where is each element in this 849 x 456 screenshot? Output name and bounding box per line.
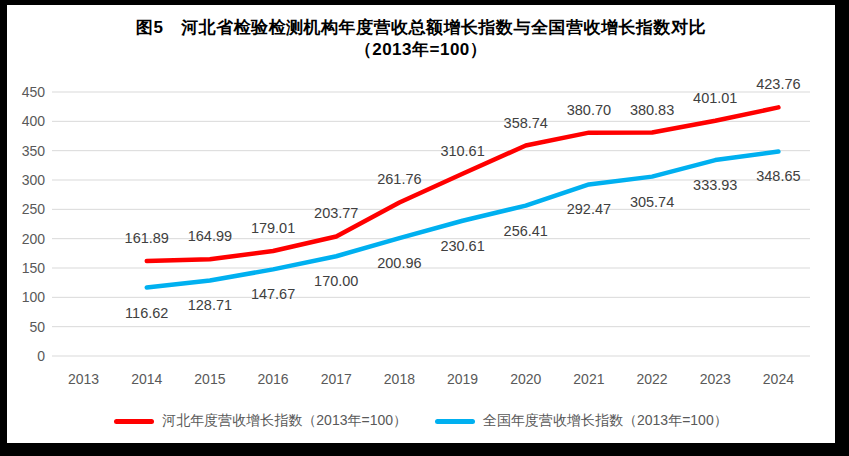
y-tick-label: 250: [22, 201, 46, 217]
legend-label-national: 全国年度营收增长指数（2013年=100）: [483, 412, 728, 430]
data-label: 423.76: [756, 77, 800, 92]
legend-item-national: 全国年度营收增长指数（2013年=100）: [435, 412, 728, 430]
x-tick-label: 2022: [637, 371, 668, 387]
y-tick-label: 150: [22, 260, 46, 276]
x-tick-label: 2020: [510, 371, 541, 387]
data-label: 292.47: [567, 201, 611, 217]
data-label: 164.99: [188, 228, 232, 244]
y-tick-label: 50: [29, 319, 45, 335]
chart-title: 图5 河北省检验检测机构年度营收总额增长指数与全国营收增长指数对比 （2013年…: [7, 5, 835, 61]
legend-item-hebei: 河北年度营收增长指数（2013年=100）: [114, 412, 407, 430]
chart-title-line1: 图5 河北省检验检测机构年度营收总额增长指数与全国营收增长指数对比: [7, 17, 835, 39]
data-label: 380.70: [567, 102, 611, 118]
y-tick-label: 350: [22, 143, 46, 159]
legend-swatch-national-line: [435, 419, 475, 424]
x-tick-label: 2015: [194, 371, 225, 387]
x-tick-label: 2017: [321, 371, 352, 387]
data-label: 170.00: [314, 273, 358, 289]
y-tick-label: 400: [22, 113, 46, 129]
data-label: 147.67: [251, 286, 295, 302]
y-tick-label: 0: [37, 348, 45, 364]
y-tick-label: 300: [22, 172, 46, 188]
data-label: 179.01: [251, 220, 295, 236]
y-tick-label: 100: [22, 289, 46, 305]
data-label: 305.74: [630, 194, 674, 210]
data-label: 348.65: [756, 168, 800, 184]
legend-swatch-hebei-line: [114, 419, 154, 424]
data-label: 333.93: [693, 177, 737, 193]
data-label: 230.61: [440, 238, 484, 254]
y-tick-label: 200: [22, 231, 46, 247]
data-label: 128.71: [188, 297, 232, 313]
chart-window: 图5 河北省检验检测机构年度营收总额增长指数与全国营收增长指数对比 （2013年…: [0, 0, 849, 456]
x-tick-label: 2023: [700, 371, 731, 387]
line-chart: 0 50 100 150 200 250 300 350 400 450 2013 2014 2015 2…: [7, 77, 835, 407]
x-tick-label: 2013: [68, 371, 99, 387]
legend-label-hebei: 河北年度营收增长指数（2013年=100）: [162, 412, 407, 430]
data-label: 401.01: [693, 90, 737, 106]
chart-title-line2: （2013年=100）: [7, 39, 835, 61]
data-label: 161.89: [125, 230, 169, 246]
x-tick-label: 2024: [763, 371, 794, 387]
data-label: 116.62: [125, 305, 168, 321]
x-tick-label: 2018: [384, 371, 415, 387]
x-tick-label: 2019: [447, 371, 478, 387]
data-label: 256.41: [504, 223, 548, 239]
data-label: 310.61: [440, 143, 484, 159]
y-tick-label: 450: [22, 84, 46, 100]
data-label: 200.96: [377, 255, 421, 271]
x-tick-label: 2016: [258, 371, 289, 387]
data-label: 358.74: [504, 115, 548, 131]
x-tick-label: 2014: [131, 371, 162, 387]
data-label: 261.76: [377, 171, 421, 187]
chart-legend: 河北年度营收增长指数（2013年=100） 全国年度营收增长指数（2013年=1…: [7, 409, 835, 433]
data-label: 380.83: [630, 102, 674, 118]
x-tick-label: 2021: [573, 371, 604, 387]
data-label: 203.77: [314, 205, 358, 221]
